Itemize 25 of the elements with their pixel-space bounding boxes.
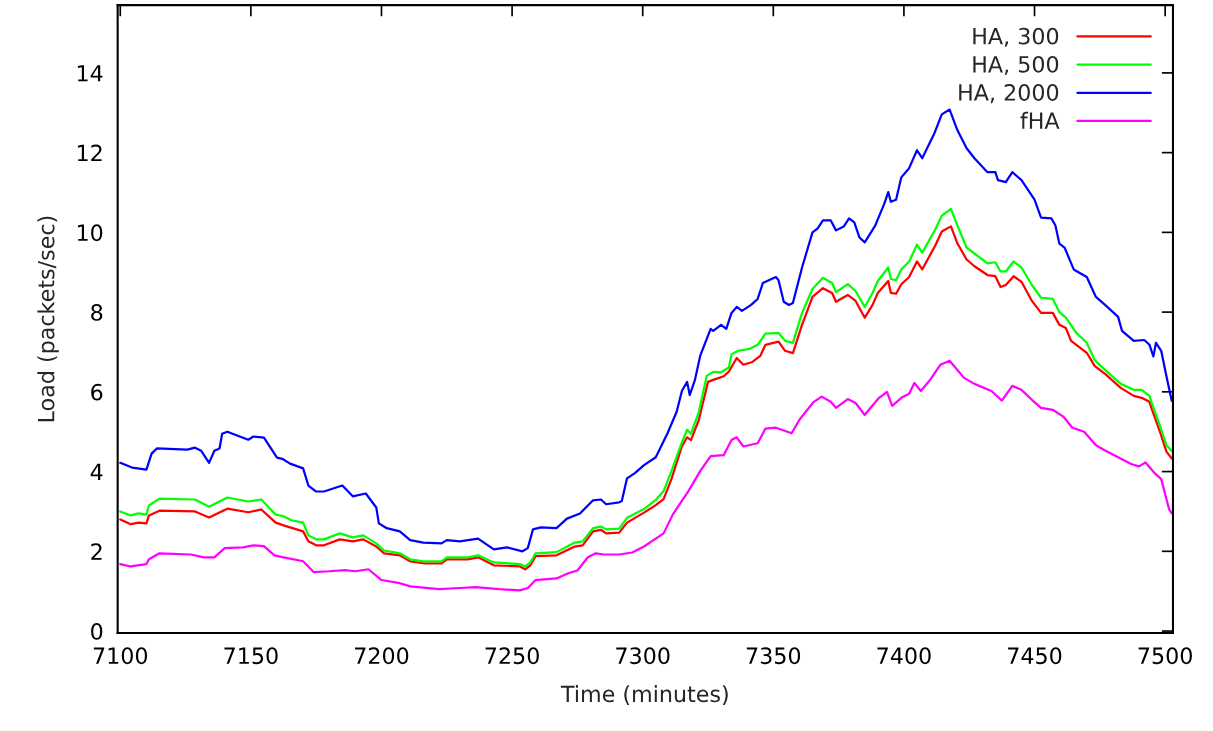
y-tick-label: 14 xyxy=(77,65,103,82)
x-tick-label: 7450 xyxy=(1008,647,1062,665)
x-tick-label: 7400 xyxy=(877,647,931,665)
line-series xyxy=(119,108,1173,553)
y-tick-label: 12 xyxy=(77,144,102,162)
y-tick-label: 2 xyxy=(91,543,102,560)
line-series xyxy=(119,359,1173,592)
y-tick-label: 6 xyxy=(91,383,103,401)
x-tick-label: 7250 xyxy=(485,647,539,665)
legend-label: fHA xyxy=(1020,111,1060,129)
legend-label: HA, 300 xyxy=(973,27,1059,47)
x-tick-label: 7100 xyxy=(93,647,148,665)
y-tick-label: 4 xyxy=(90,463,103,481)
y-tick-label: 0 xyxy=(91,623,103,640)
x-tick-label: 7300 xyxy=(616,647,670,665)
x-tick-label: 7350 xyxy=(746,647,801,665)
y-axis-title: Load (packets/sec) xyxy=(37,216,59,422)
x-tick-label: 7150 xyxy=(224,647,278,665)
x-tick-label: 7500 xyxy=(1138,647,1192,665)
legend-label: HA, 2000 xyxy=(959,84,1059,104)
y-tick-label: 10 xyxy=(77,224,103,242)
legend-label: HA, 500 xyxy=(973,55,1059,75)
x-axis-title: Time (minutes) xyxy=(560,685,728,705)
x-tick-label: 7200 xyxy=(355,647,409,665)
y-tick-label: 8 xyxy=(91,304,103,321)
